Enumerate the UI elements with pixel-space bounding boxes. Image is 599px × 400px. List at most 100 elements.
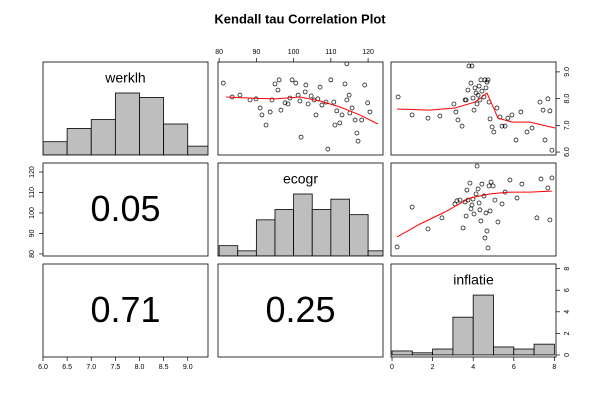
scatter-point [328, 77, 334, 83]
correlation-value: 0.25 [265, 289, 335, 330]
scatter-point [487, 208, 493, 214]
scatter-point [495, 219, 501, 225]
y-tick-label: 7.0 [564, 120, 571, 130]
panel: 0.71 6.0 6.5 7.0 7.5 8.0 8.5 9.0 [38, 263, 209, 371]
scatter-point [325, 146, 331, 152]
scatter-point [499, 201, 505, 207]
scatter-point [319, 102, 325, 108]
histogram-bar [218, 245, 239, 256]
scatter-point [220, 80, 226, 86]
variable-label: inflatie [453, 272, 494, 288]
panel-frame [42, 61, 209, 156]
y-tick-label: 6 [564, 288, 571, 292]
variable-label: werklh [104, 70, 145, 86]
scatter-point [354, 130, 360, 136]
scatter-point [470, 95, 476, 101]
panel: 0.05 80 90 100 110 120 [29, 162, 209, 258]
scatter-point [276, 77, 282, 83]
scatter-point [549, 175, 555, 181]
scatter-point [455, 117, 461, 123]
scatter-point [489, 124, 495, 130]
x-tick-label: 6 [512, 364, 516, 371]
scatter-point [317, 84, 323, 90]
scatter-point [513, 137, 519, 143]
scatter-point [367, 109, 373, 115]
scatter-point [409, 112, 415, 118]
scatter-point [459, 123, 465, 129]
histogram-bar [66, 128, 92, 155]
x-tick-label: 8.5 [159, 364, 169, 371]
scatter-point [346, 92, 352, 98]
y-tick-label: 110 [29, 187, 36, 198]
scatter-point [549, 147, 555, 153]
scatter-point [272, 81, 278, 87]
scatter-point [485, 77, 491, 83]
scatter-point [453, 109, 459, 115]
panel: werklh [42, 61, 209, 156]
scatter-point [257, 105, 263, 111]
scatter-point [359, 117, 365, 123]
scatter-point [395, 94, 401, 100]
x-tick-label: 90 [252, 49, 260, 56]
scatter-point [332, 122, 338, 128]
scatter-point [362, 82, 368, 88]
scatter-point [355, 138, 361, 144]
y-tick-label: 4 [564, 310, 571, 314]
scatter-point [409, 204, 415, 210]
x-tick-label: 110 [325, 49, 336, 56]
scatter-point [313, 112, 319, 118]
scatter-point [524, 129, 530, 135]
scatter-point [263, 122, 269, 128]
panel-frame [217, 263, 384, 358]
x-tick-label: 80 [215, 49, 223, 56]
scatter-point [509, 112, 515, 118]
panel-frame [390, 162, 557, 257]
scatter-point [485, 245, 491, 251]
scatter-point [475, 92, 481, 98]
histogram-bar [90, 119, 116, 155]
smooth-line [396, 190, 552, 238]
y-tick-label: 2 [564, 331, 571, 335]
variable-label: ecogr [283, 171, 318, 187]
x-tick-label: 6.0 [38, 364, 48, 371]
panel-content [220, 62, 379, 152]
scatter-point [484, 79, 490, 85]
x-tick-label: 6.5 [62, 364, 72, 371]
panel-content [395, 63, 556, 153]
scatter-point [490, 183, 496, 189]
scatter-point [487, 116, 493, 122]
scatter-point [352, 117, 358, 123]
histogram-bar [311, 209, 332, 256]
scatter-point [519, 181, 525, 187]
scatter-point [269, 97, 275, 103]
histogram-bar [349, 214, 369, 256]
scatter-point [278, 107, 284, 113]
panel-content [43, 92, 208, 155]
scatter-point [457, 197, 463, 203]
panel-frame [390, 61, 557, 156]
scatter-point [478, 218, 484, 224]
scatter-point [529, 125, 535, 131]
scatter-point [298, 134, 304, 140]
smooth-line [226, 96, 379, 125]
scatter-point [483, 210, 489, 216]
scatter-point [334, 108, 340, 114]
y-tick-label: 6.0 [564, 147, 571, 157]
histogram-bar [391, 350, 413, 356]
scatter-point [476, 200, 482, 206]
scatter-point [491, 129, 497, 135]
scatter-point [499, 123, 505, 129]
scatter-point [293, 80, 299, 86]
panel: inflatie 0 2 4 6 8 0 2 4 6 8 [390, 263, 571, 371]
panel-frame [42, 263, 209, 358]
scatter-point [507, 177, 513, 183]
scatter-point [460, 225, 466, 231]
scatter-point [465, 87, 471, 93]
scatter-point [502, 123, 508, 129]
scatter-point [464, 187, 470, 193]
scatter-point [297, 98, 303, 104]
x-tick-label: 100 [288, 49, 300, 56]
scatter-point [454, 198, 460, 204]
scatter-point [534, 215, 540, 221]
histogram-bar [274, 209, 295, 256]
